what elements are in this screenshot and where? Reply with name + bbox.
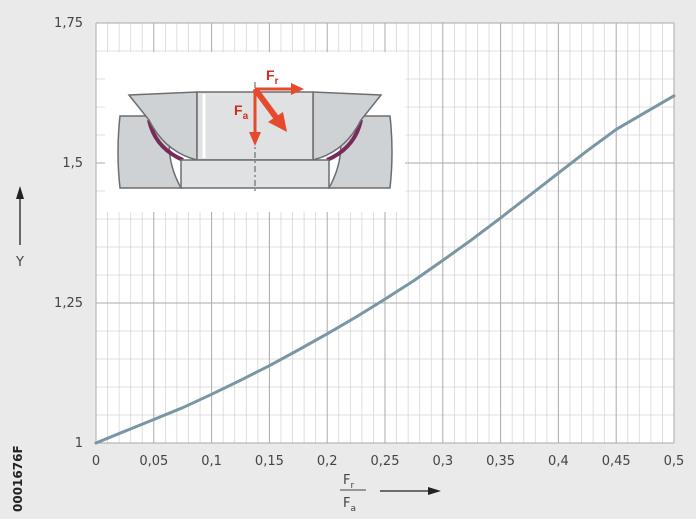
axial-force-arrowhead	[249, 132, 261, 146]
x-tick-label: 0,2	[317, 454, 338, 469]
x-tick-label: 0,3	[432, 454, 453, 469]
radial-force-arrowhead	[291, 83, 304, 95]
y-axis-arrowhead	[16, 186, 24, 199]
y-tick-labels: 1 1,25 1,5 1,75	[54, 16, 83, 451]
x-tick-label: 0,45	[602, 454, 631, 469]
x-axis-label: Fr Fa	[340, 473, 441, 514]
x-tick-label: 0,1	[201, 454, 222, 469]
y-tick-label: 1,25	[54, 296, 83, 311]
bearing-illustration: Fr Fa	[105, 52, 405, 212]
x-label-denominator: Fa	[343, 496, 356, 514]
x-tick-label: 0	[92, 454, 100, 469]
x-tick-labels: 0 0,05 0,1 0,15 0,2 0,25 0,3 0,35 0,4 0,45 0,5	[92, 454, 684, 469]
y-tick-label: 1,5	[62, 156, 83, 171]
x-tick-label: 0,4	[548, 454, 569, 469]
x-axis-arrowhead	[428, 487, 441, 495]
x-tick-label: 0,35	[486, 454, 515, 469]
resultant-force-arrow	[252, 87, 281, 122]
resultant-force-arrowhead	[268, 112, 287, 132]
axial-force-label: Fa	[234, 102, 249, 122]
x-label-numerator: Fr	[343, 473, 354, 491]
x-tick-label: 0,25	[371, 454, 400, 469]
sliding-layer-left	[147, 119, 184, 162]
radial-force-label: Fr	[266, 67, 279, 87]
sliding-layer-right	[326, 119, 363, 162]
y-factor-curve	[94, 94, 676, 445]
y-tick-label: 1,75	[54, 16, 83, 31]
x-tick-label: 0,15	[255, 454, 284, 469]
y-tick-label: 1	[75, 436, 83, 451]
y-axis-label: Y	[15, 186, 24, 270]
y-axis-title: Y	[15, 255, 24, 270]
figure-code: 0001676F	[11, 445, 25, 512]
x-tick-label: 0,05	[139, 454, 168, 469]
x-tick-label: 0,5	[664, 454, 685, 469]
